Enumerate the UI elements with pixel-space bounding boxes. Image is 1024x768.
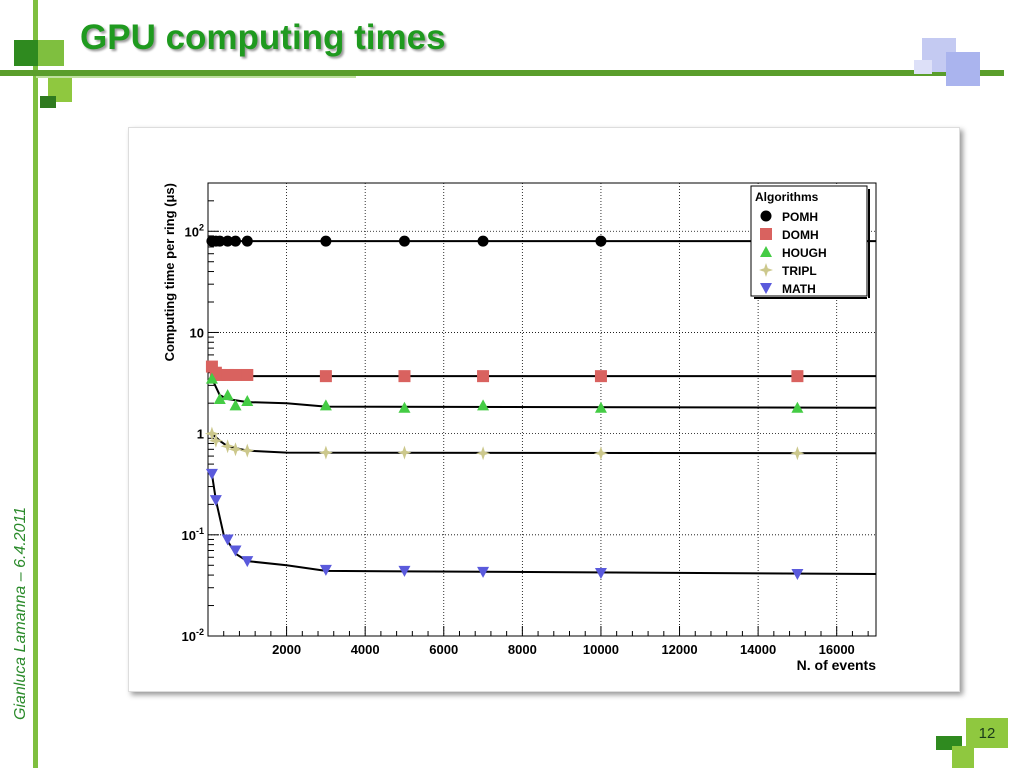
data-point-math — [319, 564, 332, 576]
data-point-domh — [229, 368, 242, 381]
y-tick-label: 10-1 — [182, 526, 204, 543]
data-point-domh — [477, 370, 490, 383]
data-point-hough — [213, 392, 226, 404]
data-point-tripl — [208, 433, 223, 448]
legend-marker-tripl — [759, 263, 773, 277]
horizontal-accent-highlight — [36, 76, 356, 78]
y-axis-label: Computing time per ring (μs) — [162, 183, 177, 361]
legend-entry-tripl: TRIPL — [782, 264, 817, 278]
data-point-domh — [241, 368, 254, 381]
data-point-pomh — [477, 235, 489, 247]
data-point-hough — [319, 399, 332, 411]
deco-square — [38, 40, 64, 66]
data-point-tripl — [204, 426, 219, 441]
data-point-pomh — [222, 235, 234, 247]
legend-entry-math: MATH — [782, 282, 816, 296]
x-tick-label: 14000 — [740, 642, 776, 657]
vertical-accent-bar — [33, 0, 38, 768]
legend-entry-pomh: POMH — [782, 210, 818, 224]
deco-square — [14, 40, 40, 66]
deco-square — [952, 746, 974, 768]
x-tick-label: 2000 — [272, 642, 301, 657]
data-point-domh — [594, 370, 607, 383]
page-number: 12 — [966, 718, 1008, 748]
data-point-tripl — [220, 439, 235, 454]
x-axis-label: N. of events — [797, 657, 877, 673]
data-point-tripl — [397, 445, 412, 460]
deco-square — [40, 96, 56, 108]
x-tick-label: 6000 — [429, 642, 458, 657]
data-point-hough — [398, 401, 411, 413]
data-point-math — [791, 568, 804, 580]
data-point-math — [477, 566, 490, 578]
data-point-tripl — [318, 445, 333, 460]
horizontal-accent-bar — [0, 70, 1004, 76]
data-point-hough — [594, 401, 607, 413]
data-point-math — [229, 545, 242, 557]
data-point-math — [241, 556, 254, 568]
legend-box — [750, 185, 868, 297]
data-point-hough — [221, 389, 234, 401]
legend-title: Algorithms — [755, 190, 819, 204]
chart-frame: 2000 4000 6000 8000 10000 12000 14000 16000 102 1… — [128, 127, 960, 692]
y-tick-label: 102 — [185, 222, 204, 239]
data-point-hough — [477, 399, 490, 411]
series-line-math — [210, 473, 877, 575]
data-point-math — [221, 534, 234, 546]
legend-entry-domh: DOMH — [782, 228, 819, 242]
series-line-tripl — [211, 432, 877, 455]
data-point-hough — [205, 372, 218, 384]
deco-square — [914, 60, 932, 74]
data-point-hough — [791, 401, 804, 413]
legend-marker-hough — [760, 246, 772, 257]
legend-marker-math — [760, 283, 772, 294]
x-tick-label: 16000 — [819, 642, 855, 657]
data-point-tripl — [240, 443, 255, 458]
x-tick-label: 4000 — [351, 642, 380, 657]
series-line-domh — [211, 366, 876, 378]
y-tick-label: 10 — [190, 325, 204, 340]
data-point-pomh — [320, 235, 332, 247]
legend-marker-domh — [760, 228, 772, 240]
legend-marker-pomh — [760, 210, 772, 222]
data-point-tripl — [228, 442, 243, 457]
data-point-pomh — [398, 235, 410, 247]
data-point-tripl — [593, 446, 608, 461]
y-tick-label: 1 — [197, 427, 204, 442]
data-point-hough — [241, 395, 254, 407]
data-point-domh — [791, 370, 804, 383]
data-point-math — [209, 495, 222, 507]
data-point-hough — [229, 399, 242, 411]
plot-frame — [207, 182, 877, 637]
x-tick-label: 12000 — [661, 642, 697, 657]
x-tick-label: 10000 — [583, 642, 619, 657]
y-tick-label: 10-2 — [182, 627, 204, 644]
slide-title: GPU computing times — [80, 18, 446, 57]
data-point-pomh — [230, 235, 242, 247]
data-point-math — [398, 565, 411, 577]
author-date: Gianluca Lamanna – 6.4.2011 — [12, 506, 29, 720]
data-point-math — [205, 468, 218, 480]
x-tick-label: 8000 — [508, 642, 537, 657]
data-point-pomh — [214, 235, 226, 247]
data-point-pomh — [241, 235, 253, 247]
data-point-domh — [319, 370, 332, 383]
data-point-math — [594, 567, 607, 579]
data-point-pomh — [595, 235, 607, 247]
series-line-hough — [210, 378, 877, 409]
data-point-tripl — [476, 446, 491, 461]
data-point-tripl — [790, 446, 805, 461]
deco-square — [946, 52, 980, 86]
data-point-domh — [398, 370, 411, 383]
chart: 2000 4000 6000 8000 10000 12000 14000 16000 102 1… — [162, 182, 877, 673]
legend-entry-hough: HOUGH — [782, 246, 827, 260]
